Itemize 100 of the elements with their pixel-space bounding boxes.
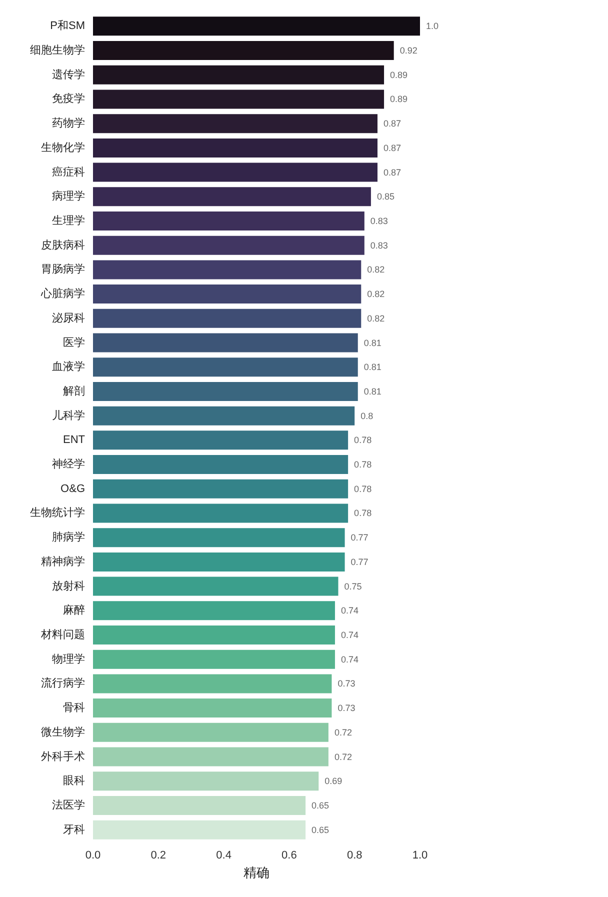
y-tick-label: 生物统计学 [30,506,85,520]
data-label: 0.78 [354,460,372,470]
bar [93,504,348,523]
bar [93,284,362,304]
bar [93,796,306,815]
x-tick-label: 0.2 [150,850,166,862]
bar [93,552,345,572]
bar [93,674,332,694]
y-tick-label: 胃肠病学 [41,262,85,276]
y-tick-label: 血液学 [52,360,85,374]
data-label: 0.82 [367,289,385,300]
y-tick-label: 肺病学 [52,530,85,544]
y-tick-label: 皮肤病科 [41,238,85,252]
bar [93,187,371,206]
data-label: 0.81 [364,386,382,396]
data-label: 0.78 [354,435,372,446]
bar [93,820,306,840]
data-label: 0.74 [340,630,359,640]
y-tick-label: 生理学 [52,214,85,227]
bar [93,772,319,791]
x-tick-label: 1.0 [412,850,428,862]
y-tick-label: 精神病学 [41,554,85,568]
data-label: 0.85 [376,192,394,202]
bar [93,308,362,328]
y-tick-label: 眼科 [63,775,85,788]
y-tick-label: 物理学 [52,653,85,666]
data-label: 0.72 [334,752,352,762]
data-label: 0.74 [340,654,359,664]
bar [93,333,358,352]
bar [93,114,378,134]
bar [93,698,332,718]
data-label: 0.89 [390,94,408,104]
x-tick-label: 0.8 [346,850,362,862]
data-label: 0.77 [350,532,368,543]
y-tick-label: P和SM [50,19,85,32]
y-tick-label: 解剖 [63,384,85,398]
bar [93,358,358,377]
bar [93,455,348,474]
y-tick-label: 病理学 [52,190,85,203]
bar [93,576,338,596]
y-tick-label: 法医学 [52,798,85,812]
y-tick-label: 细胞生物学 [30,44,85,57]
data-label: 0.87 [383,142,402,153]
y-tick-label: 医学 [63,336,85,349]
y-tick-label: 生物化学 [41,140,85,154]
x-tick-label: 0.4 [216,850,232,862]
y-tick-label: 泌尿科 [52,312,85,324]
y-tick-label: 遗传学 [52,68,85,81]
y-tick-label: 免疫学 [52,92,85,106]
data-label: 0.81 [364,338,382,348]
data-label: 0.73 [338,703,356,714]
bar [93,212,364,230]
y-tick-label: 材料问题 [40,628,85,641]
y-tick-label: 骨科 [63,702,85,714]
data-label: 0.82 [367,264,385,275]
x-tick-label: 0.6 [282,850,297,862]
y-tick-label: 牙科 [63,824,85,836]
x-axis-title: 精确 [244,864,270,880]
y-tick-label: 微生物学 [41,725,85,738]
data-label: 0.81 [364,362,382,372]
data-label: 0.74 [340,606,359,616]
bar [93,430,348,450]
bar [93,722,328,742]
data-label: 0.78 [354,508,372,518]
bar [93,479,348,498]
data-label: 0.87 [383,167,402,178]
bar [93,528,345,548]
data-label: 0.78 [354,484,372,494]
data-label: 0.77 [350,556,368,567]
data-label: 1.0 [426,21,439,32]
x-tick-label: 0.0 [85,850,101,862]
bar [93,747,328,766]
bar [93,260,362,280]
data-label: 0.75 [344,581,362,592]
bar [93,601,335,620]
y-tick-label: 神经学 [52,458,85,471]
data-label: 0.83 [370,216,388,226]
bar [93,90,384,109]
data-label: 0.87 [383,118,402,129]
bar [93,162,378,182]
data-label: 0.83 [370,240,388,250]
bar [93,382,358,401]
y-tick-label: 麻醉 [63,604,85,617]
bar [93,650,335,669]
data-label: 0.72 [334,727,352,738]
data-label: 0.8 [360,410,374,421]
bar [93,41,394,60]
y-tick-label: 儿科学 [52,408,85,422]
bar [93,406,355,426]
data-label: 0.65 [312,824,330,835]
y-tick-label: ENT [63,434,86,446]
y-tick-label: O&G [60,482,85,495]
data-label: 0.82 [367,313,385,324]
bar [93,65,384,84]
data-label: 0.65 [312,800,330,810]
bar [93,138,378,158]
y-tick-label: 药物学 [52,116,85,130]
data-label: 0.73 [338,678,356,689]
y-tick-label: 心脏病学 [40,287,85,300]
y-tick-label: 癌症科 [52,165,85,178]
